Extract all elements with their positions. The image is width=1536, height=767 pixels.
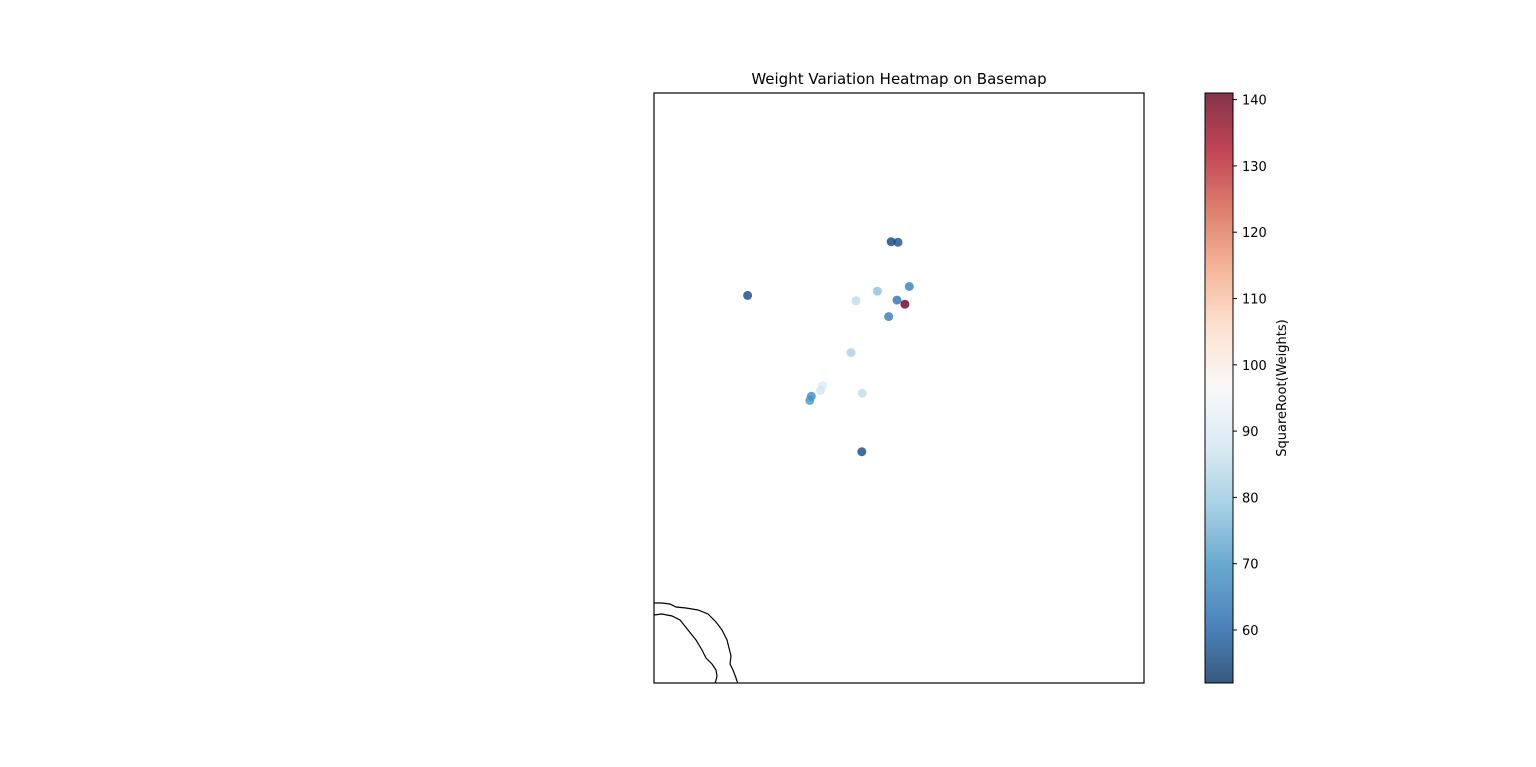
colorbar-tick-label-1: 70 <box>1242 558 1259 573</box>
scatter-point-7 <box>900 299 910 309</box>
scatter-point-15 <box>857 447 867 457</box>
scatter-point-4 <box>872 286 882 296</box>
scatter-point-14 <box>805 395 815 405</box>
map-frame <box>653 92 1145 684</box>
scatter-point-9 <box>846 348 856 358</box>
scatter-point-3 <box>743 290 753 300</box>
colorbar-ticks: 60 70 80 90 100 110 120 130 140 <box>1233 94 1267 639</box>
colorbar-tick-label-3: 90 <box>1242 425 1259 440</box>
coastline-outer <box>654 602 739 683</box>
colorbar-tick-label-8: 140 <box>1242 94 1267 109</box>
scatter-point-8 <box>884 312 894 322</box>
colorbar-tick-label-7: 130 <box>1242 160 1267 175</box>
scatter-point-0 <box>886 237 896 247</box>
scatter-points <box>743 237 914 457</box>
colorbar-tick-label-5: 110 <box>1242 293 1267 308</box>
colorbar-tick-label-0: 60 <box>1242 624 1259 639</box>
coastlines <box>654 602 739 683</box>
colorbar-tick-label-6: 120 <box>1242 226 1267 241</box>
colorbar-frame <box>1204 92 1234 684</box>
colorbar-tick-label-4: 100 <box>1242 359 1267 374</box>
colorbar: 60 70 80 90 100 110 120 130 140 SquareRoot(Weigh… <box>1204 92 1290 684</box>
colorbar-tick-label-2: 80 <box>1242 491 1259 506</box>
scatter-point-11 <box>816 385 826 395</box>
scatter-point-12 <box>857 388 867 398</box>
map-axes <box>653 92 1145 684</box>
scatter-point-1 <box>893 237 903 247</box>
chart-title: Weight Variation Heatmap on Basemap <box>751 70 1046 88</box>
colorbar-gradient <box>1205 93 1233 683</box>
scatter-point-2 <box>904 282 914 291</box>
colorbar-label: SquareRoot(Weights) <box>1275 319 1290 456</box>
coastline-inner <box>654 613 718 683</box>
scatter-point-5 <box>851 296 861 306</box>
scatter-point-6 <box>892 295 902 305</box>
map-background <box>654 93 1144 683</box>
